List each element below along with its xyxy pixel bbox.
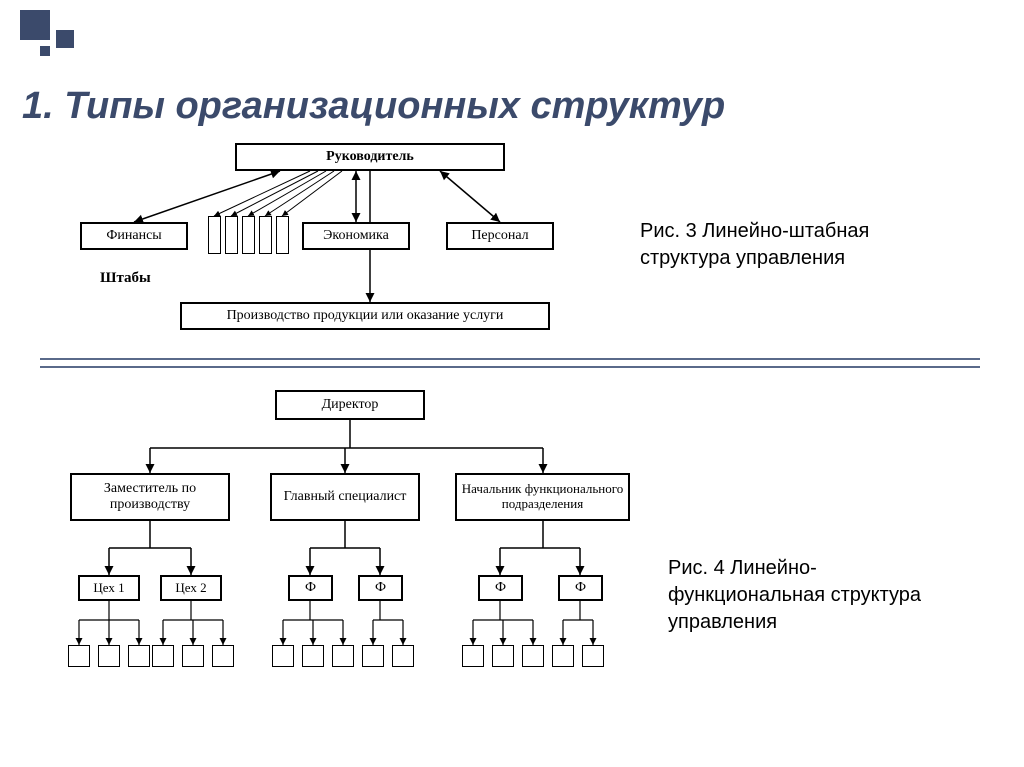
d2-l4-box [522, 645, 544, 667]
d2-root: Директор [275, 390, 425, 420]
d2-l3-2: Ф [288, 575, 333, 601]
d2-l4-box [68, 645, 90, 667]
d1-pers-label: Персонал [471, 228, 528, 244]
d1-staff-bar-4 [276, 216, 289, 254]
d2-l3-5-label: Ф [575, 580, 586, 596]
d2-dep3-label: Начальник функционального подразделения [461, 482, 624, 512]
d1-finance: Финансы [80, 222, 188, 250]
d2-dep2-label: Главный специалист [284, 489, 407, 505]
caption-fig3-l1: Рис. 3 Линейно-штабная [640, 220, 869, 242]
divider [40, 358, 980, 368]
d2-l3-2-label: Ф [305, 580, 316, 596]
d2-l4-box [128, 645, 150, 667]
d2-l4-box [302, 645, 324, 667]
caption-fig4: Рис. 4 Линейно- функциональная структура… [668, 555, 921, 636]
d2-l4-box [362, 645, 384, 667]
d2-l3-1-label: Цех 2 [175, 581, 206, 596]
d1-finance-label: Финансы [106, 228, 161, 244]
d1-staff-bar-3 [259, 216, 272, 254]
d2-l4-box [492, 645, 514, 667]
caption-fig3: Рис. 3 Линейно-штабная структура управле… [640, 218, 869, 272]
d2-l3-4-label: Ф [495, 580, 506, 596]
d1-staff-label: Штабы [100, 270, 151, 287]
d1-econ: Экономика [302, 222, 410, 250]
d2-dep2: Главный специалист [270, 473, 420, 521]
d1-root: Руководитель [235, 143, 505, 171]
d2-dep1: Заместитель по производству [70, 473, 230, 521]
d2-l3-5: Ф [558, 575, 603, 601]
d1-staff-bar-1 [225, 216, 238, 254]
d1-pers: Персонал [446, 222, 554, 250]
d2-l4-box [272, 645, 294, 667]
slide-title: 1. Типы организационных структур [22, 85, 725, 128]
d1-econ-label: Экономика [323, 228, 389, 244]
d2-l4-box [212, 645, 234, 667]
d2-l3-0-label: Цех 1 [93, 581, 124, 596]
d1-prod-label: Производство продукции или оказание услу… [227, 308, 504, 324]
caption-fig3-l2: структура управления [640, 247, 845, 269]
d2-l3-3: Ф [358, 575, 403, 601]
d1-prod: Производство продукции или оказание услу… [180, 302, 550, 330]
caption-fig4-l3: управления [668, 611, 777, 633]
d1-root-label: Руководитель [326, 149, 414, 165]
d2-root-label: Директор [322, 397, 379, 413]
d1-staff-bar-2 [242, 216, 255, 254]
d2-l4-box [182, 645, 204, 667]
d2-l4-box [392, 645, 414, 667]
d2-l4-box [462, 645, 484, 667]
d2-l4-box [582, 645, 604, 667]
d2-l3-0: Цех 1 [78, 575, 140, 601]
d2-l4-box [332, 645, 354, 667]
d2-l3-3-label: Ф [375, 580, 386, 596]
caption-fig4-l2: функциональная структура [668, 584, 921, 606]
d2-dep3: Начальник функционального подразделения [455, 473, 630, 521]
d2-l4-box [552, 645, 574, 667]
d1-staff-bar-0 [208, 216, 221, 254]
d2-l3-1: Цех 2 [160, 575, 222, 601]
d2-l4-box [152, 645, 174, 667]
d2-dep1-label: Заместитель по производству [76, 481, 224, 513]
caption-fig4-l1: Рис. 4 Линейно- [668, 557, 817, 579]
d2-l3-4: Ф [478, 575, 523, 601]
d2-l4-box [98, 645, 120, 667]
